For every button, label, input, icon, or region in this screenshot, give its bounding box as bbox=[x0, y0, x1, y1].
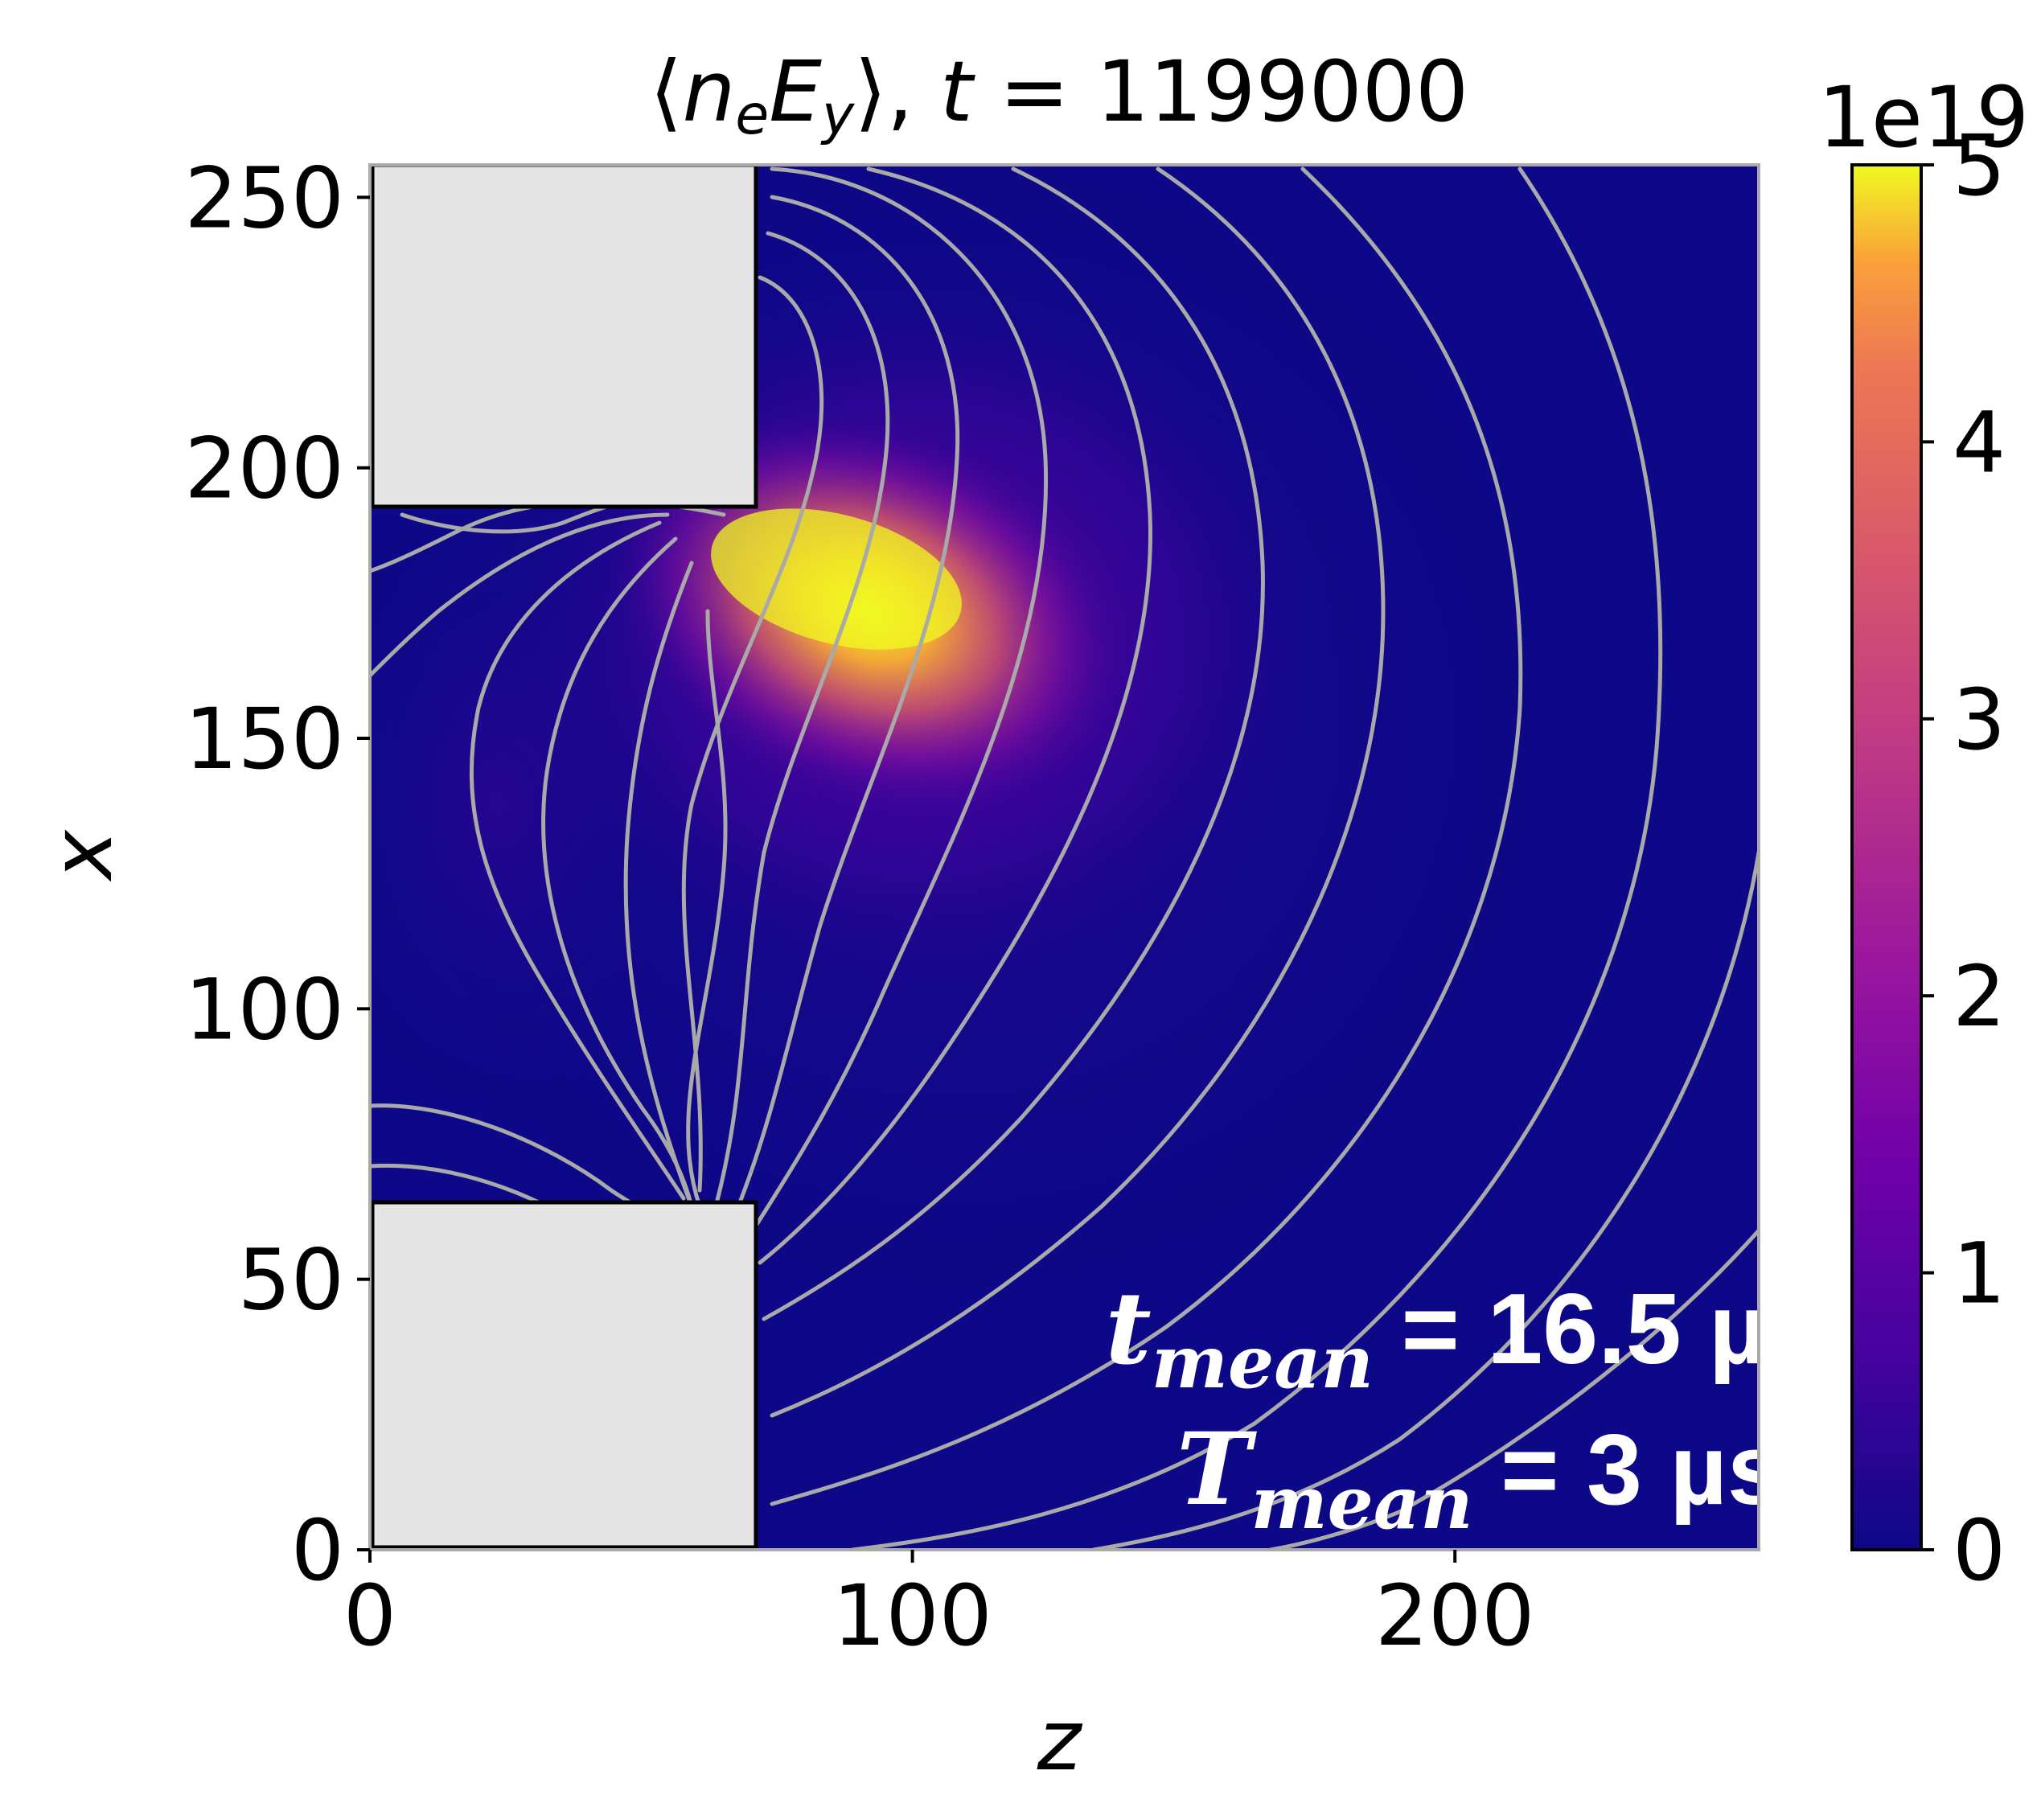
x-tick-label: 200 bbox=[1375, 1567, 1535, 1665]
contour-line bbox=[762, 166, 1265, 1321]
title-E-sub: y bbox=[820, 84, 855, 147]
title-langle: ⟨ bbox=[650, 43, 683, 141]
contour-line bbox=[1268, 1228, 1759, 1550]
contour-line bbox=[729, 195, 960, 1225]
y-tick-label: 200 bbox=[184, 420, 344, 518]
colorbar-tick-label: 4 bbox=[1953, 393, 2006, 491]
annotation-T-mean: Tmean = 3 µs bbox=[1177, 1411, 1783, 1546]
contour-line bbox=[770, 166, 1523, 1506]
colorbar-tick-label: 1 bbox=[1953, 1225, 2006, 1323]
contour-line bbox=[770, 166, 1386, 1418]
contour-lines bbox=[370, 166, 1759, 1550]
svg-text:⟨neEy⟩, t = 1199000: ⟨neEy⟩, t = 1199000 bbox=[650, 43, 1468, 147]
y-tick-label: 50 bbox=[238, 1231, 344, 1329]
contour-line bbox=[713, 231, 890, 1209]
annotation-t-mean: tmean = 16.5 µs bbox=[1105, 1271, 1821, 1405]
contour-line bbox=[370, 512, 670, 678]
gap-glow bbox=[370, 466, 708, 1142]
title-time: 1199000 bbox=[1096, 43, 1468, 141]
plot-frame bbox=[368, 163, 1760, 1551]
colorbar-multiplier: 1e19 bbox=[1818, 68, 2030, 166]
contour-line bbox=[745, 166, 1049, 1241]
colorbar: 0 1 2 3 4 5 1e19 bbox=[1818, 68, 2030, 1600]
contour-line bbox=[681, 275, 824, 1193]
electrode-bottom bbox=[370, 1200, 758, 1550]
x-tick-label: 0 bbox=[343, 1567, 396, 1665]
contour-line bbox=[541, 536, 694, 1209]
chart-title: ⟨neEy⟩, t = 1199000 bbox=[650, 43, 1468, 147]
title-n-sub: e bbox=[735, 84, 769, 147]
contour-line bbox=[758, 166, 1153, 1265]
x-tick-label: 100 bbox=[832, 1567, 992, 1665]
colorbar-tick-label: 3 bbox=[1953, 671, 2006, 769]
y-tick-label: 100 bbox=[184, 960, 344, 1058]
annotation-t-symbol: t bbox=[1105, 1271, 1151, 1387]
y-tick-label: 150 bbox=[184, 690, 344, 788]
y-axis-label: x bbox=[33, 829, 131, 882]
colorbar-tick-label: 5 bbox=[1953, 117, 2006, 215]
title-sep: , bbox=[887, 43, 940, 141]
contour-line bbox=[370, 1163, 549, 1209]
heatmap-area: tmean = 16.5 µs Tmean = 3 µs bbox=[370, 165, 1821, 1550]
contour-line bbox=[623, 561, 694, 1209]
colorbar-tick-label: 2 bbox=[1953, 947, 2006, 1046]
title-t: t bbox=[940, 43, 975, 141]
contour-line bbox=[469, 520, 686, 1201]
annotation-t-sub: mean bbox=[1152, 1320, 1374, 1405]
annotation-t-text: = 16.5 µs bbox=[1374, 1274, 1822, 1385]
annotation-T-sub: mean bbox=[1250, 1461, 1472, 1546]
electrode-top bbox=[370, 165, 758, 509]
annotation-T-symbol: T bbox=[1177, 1411, 1257, 1528]
title-E: E bbox=[769, 43, 822, 141]
y-axis: 0 50 100 150 200 250 bbox=[184, 149, 370, 1600]
x-axis: 0 100 200 bbox=[343, 1550, 1535, 1665]
plume-peak bbox=[711, 508, 962, 650]
contour-line bbox=[1091, 850, 1759, 1550]
y-tick-label: 250 bbox=[184, 149, 344, 247]
colorbar-gradient bbox=[1850, 163, 1923, 1551]
annotation-T-text: = 3 µs bbox=[1473, 1415, 1783, 1526]
title-n: n bbox=[682, 43, 735, 141]
x-axis-label: z bbox=[1037, 1691, 1083, 1789]
title-eq: = bbox=[973, 43, 1096, 141]
contour-line bbox=[850, 166, 1663, 1550]
colorbar-ticks: 0 1 2 3 4 5 bbox=[1921, 117, 2006, 1600]
y-tick-label: 0 bbox=[291, 1502, 344, 1600]
contour-line bbox=[686, 609, 728, 1209]
title-rangle: ⟩ bbox=[854, 43, 887, 141]
colorbar-tick-label: 0 bbox=[1953, 1502, 2006, 1600]
